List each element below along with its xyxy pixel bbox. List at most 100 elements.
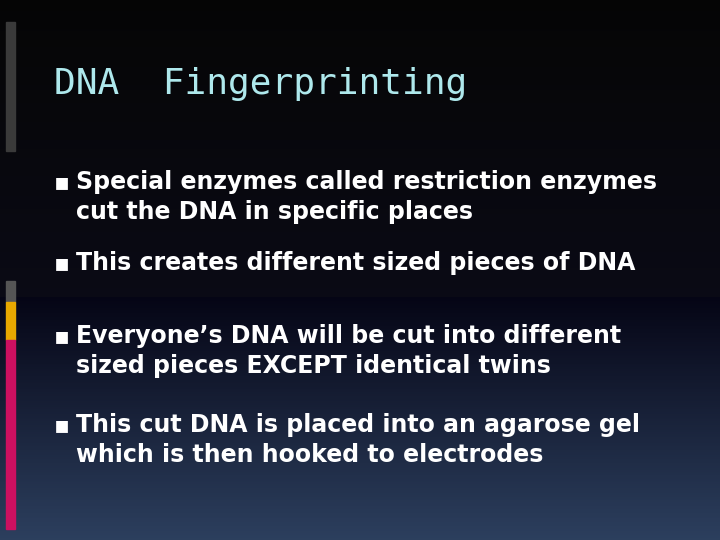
Bar	[0, 346, 720, 347]
Bar	[0, 85, 720, 86]
Bar	[0, 144, 720, 146]
Bar	[0, 123, 720, 124]
Bar	[0, 139, 720, 140]
Bar	[0, 342, 720, 344]
Bar	[0, 437, 720, 439]
Bar	[0, 50, 720, 52]
Bar	[0, 371, 720, 373]
Bar	[0, 498, 720, 501]
Bar	[0, 292, 720, 293]
Bar	[0, 232, 720, 234]
Bar	[0, 223, 720, 225]
Bar	[0, 288, 720, 290]
Bar	[0, 428, 720, 430]
Bar	[0, 131, 720, 133]
Bar	[6, 22, 15, 151]
Bar	[0, 383, 720, 385]
Bar	[0, 315, 720, 317]
Bar	[0, 308, 720, 309]
Text: ▪: ▪	[54, 170, 70, 194]
Bar	[0, 150, 720, 151]
Bar	[0, 119, 720, 120]
Bar	[0, 362, 720, 363]
Bar	[0, 331, 720, 333]
Bar	[0, 96, 720, 97]
Bar	[0, 286, 720, 288]
Bar	[0, 481, 720, 482]
Bar	[0, 466, 720, 468]
Bar	[0, 409, 720, 410]
Bar	[0, 531, 720, 533]
Bar	[0, 155, 720, 157]
Bar	[0, 76, 720, 77]
Bar	[0, 443, 720, 444]
Bar	[0, 319, 720, 320]
Bar	[0, 454, 720, 455]
Bar	[0, 439, 720, 441]
Bar	[0, 0, 720, 2]
Bar	[0, 420, 720, 421]
Bar	[0, 59, 720, 61]
Bar	[0, 106, 720, 108]
Bar	[0, 464, 720, 466]
Bar	[0, 52, 720, 54]
Bar	[0, 135, 720, 137]
Bar	[0, 5, 720, 7]
Bar	[0, 255, 720, 258]
Bar	[0, 457, 720, 459]
Bar	[0, 117, 720, 119]
Bar	[0, 164, 720, 166]
Bar	[0, 110, 720, 112]
Bar	[0, 104, 720, 106]
Bar	[0, 504, 720, 506]
Bar	[0, 312, 720, 313]
Bar	[0, 207, 720, 209]
Bar	[0, 349, 720, 351]
Bar	[0, 509, 720, 511]
Bar	[0, 43, 720, 45]
Bar	[0, 407, 720, 409]
Bar	[0, 452, 720, 454]
Bar	[0, 373, 720, 374]
Bar	[0, 120, 720, 123]
Bar	[0, 367, 720, 369]
Bar	[0, 247, 720, 248]
Bar	[0, 194, 720, 196]
Bar	[0, 353, 720, 355]
Bar	[0, 309, 720, 312]
Bar	[0, 479, 720, 481]
Bar	[0, 432, 720, 434]
Bar	[0, 282, 720, 285]
Bar	[0, 158, 720, 160]
Bar	[0, 169, 720, 171]
Bar	[0, 427, 720, 428]
Bar	[0, 313, 720, 315]
Bar	[0, 9, 720, 11]
Bar	[0, 474, 720, 475]
Bar	[0, 299, 720, 301]
Bar	[0, 16, 720, 18]
Bar	[0, 266, 720, 268]
Bar	[0, 81, 720, 83]
Bar	[0, 491, 720, 493]
Bar	[0, 236, 720, 238]
Bar	[0, 425, 720, 427]
Bar	[0, 385, 720, 387]
Bar	[0, 239, 720, 241]
Bar	[0, 58, 720, 59]
Bar	[0, 339, 720, 340]
Bar	[0, 211, 720, 212]
Bar	[0, 261, 720, 263]
Bar	[0, 389, 720, 390]
Bar	[0, 11, 720, 12]
Bar	[0, 209, 720, 211]
Bar	[0, 356, 720, 358]
Bar	[0, 23, 720, 25]
Bar	[0, 185, 720, 187]
Bar	[0, 441, 720, 443]
Bar	[0, 400, 720, 401]
Bar	[0, 228, 720, 231]
Bar	[0, 178, 720, 180]
Bar	[0, 66, 720, 69]
Bar	[0, 518, 720, 520]
